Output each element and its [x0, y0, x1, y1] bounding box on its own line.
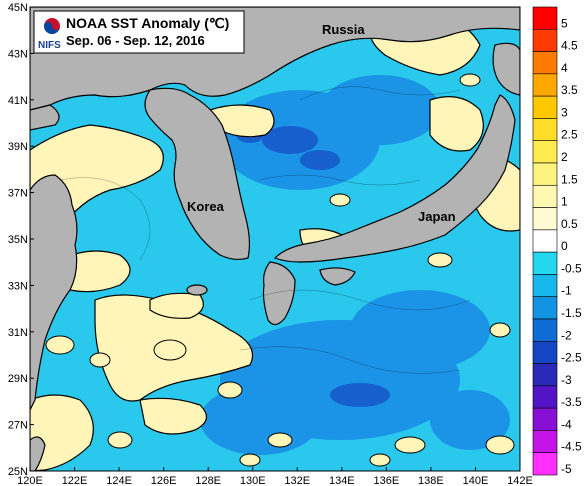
colorbar-swatch	[532, 430, 558, 454]
colorbar-swatch	[532, 251, 558, 275]
logo-text: NIFS	[38, 40, 61, 51]
colorbar-swatch	[532, 73, 558, 97]
colorbar-swatch	[532, 162, 558, 186]
colorbar-label: -3	[561, 373, 572, 387]
china-coast	[30, 174, 78, 411]
colorbar-swatch	[532, 6, 558, 30]
lon-tick-label: 122E	[62, 475, 88, 486]
colorbar-swatch	[532, 95, 558, 119]
colorbar-label: 3	[561, 105, 568, 119]
lat-tick-label: 35N	[8, 234, 28, 246]
longitude-axis: 120E 122E 124E 126E 128E 130E 132E 134E 136E 138E…	[17, 467, 533, 486]
colorbar-label: -4.5	[561, 440, 582, 454]
colorbar-swatch	[532, 229, 558, 253]
honshu	[273, 94, 516, 263]
colorbar-label: -2.5	[561, 351, 582, 365]
map-period: Sep. 06 - Sep. 12, 2016	[66, 33, 205, 48]
lat-tick-label: 43N	[8, 48, 28, 60]
colorbar-swatch	[532, 207, 558, 231]
lat-tick-label: 45N	[8, 2, 28, 14]
colorbar: 5 4.5 4 3.5 3 2.5 2 1.5 1 0.5 0 -0.5 -1 -1.5 -2 -2.5 -3 -…	[532, 6, 582, 476]
colorbar-label: -0.5	[561, 261, 582, 275]
colorbar-swatch	[532, 274, 558, 298]
colorbar-swatch	[532, 340, 558, 364]
korea-peninsula	[144, 87, 251, 261]
lat-tick-label: 33N	[8, 280, 28, 292]
colorbar-label: 4.5	[561, 39, 578, 53]
colorbar-swatch	[532, 118, 558, 142]
lon-tick-label: 126E	[151, 475, 177, 486]
colorbar-swatch	[532, 184, 558, 208]
shikoku	[319, 267, 356, 286]
lat-tick-label: 25N	[8, 466, 28, 478]
kyushu	[262, 261, 296, 326]
lat-tick-label: 39N	[8, 141, 28, 153]
contour-lines	[59, 86, 471, 374]
positive-anomaly-blobs	[45, 73, 515, 467]
map-title: NOAA SST Anomaly (℃)	[66, 15, 229, 31]
colorbar-label: 4	[561, 61, 568, 75]
lon-tick-label: 138E	[418, 475, 444, 486]
colorbar-swatch	[532, 452, 558, 476]
colorbar-swatch	[532, 51, 558, 75]
colorbar-label: -2	[561, 328, 572, 342]
colorbar-swatch	[532, 318, 558, 342]
colorbar-label: -5	[561, 462, 572, 476]
latitude-axis: 45N 43N 41N 39N 37N 35N 33N 31N 29N 27N 25N	[8, 2, 34, 478]
colorbar-label: 3.5	[561, 83, 578, 97]
lon-tick-label: 124E	[106, 475, 132, 486]
nifs-logo-icon	[44, 18, 60, 34]
colorbar-swatch	[532, 385, 558, 409]
colorbar-swatch	[532, 28, 558, 52]
lat-tick-label: 31N	[8, 327, 28, 339]
map-plot-area	[30, 7, 520, 471]
colorbar-label: 2	[561, 150, 568, 164]
lon-tick-label: 132E	[284, 475, 310, 486]
lon-tick-label: 140E	[463, 475, 489, 486]
colorbar-label: 1	[561, 195, 568, 209]
colorbar-swatch	[532, 140, 558, 164]
region-label-russia: Russia	[322, 22, 365, 37]
lon-tick-label: 136E	[374, 475, 400, 486]
colorbar-label: 1.5	[561, 172, 578, 186]
colorbar-label: -1.5	[561, 306, 582, 320]
colorbar-swatch	[532, 407, 558, 431]
lon-tick-label: 130E	[240, 475, 266, 486]
lon-tick-label: 120E	[17, 475, 43, 486]
colorbar-swatch	[532, 363, 558, 387]
colorbar-label: -4	[561, 417, 572, 431]
lon-tick-label: 142E	[507, 475, 533, 486]
colorbar-label: -3.5	[561, 395, 582, 409]
hokkaido	[492, 42, 520, 96]
colorbar-label: 0	[561, 239, 568, 253]
colorbar-swatch	[532, 296, 558, 320]
region-label-korea: Korea	[187, 199, 225, 214]
colorbar-label: 2.5	[561, 128, 578, 142]
colorbar-label: 0.5	[561, 217, 578, 231]
lat-tick-label: 27N	[8, 420, 28, 432]
region-label-japan: Japan	[418, 209, 456, 224]
colorbar-label: -1	[561, 284, 572, 298]
lat-tick-label: 37N	[8, 188, 28, 200]
lat-tick-label: 41N	[8, 95, 28, 107]
title-box: NIFS NOAA SST Anomaly (℃) Sep. 06 - Sep.…	[33, 10, 245, 54]
lat-tick-label: 29N	[8, 373, 28, 385]
lon-tick-label: 134E	[329, 475, 355, 486]
lon-tick-label: 128E	[195, 475, 221, 486]
colorbar-label: 5	[561, 16, 568, 30]
